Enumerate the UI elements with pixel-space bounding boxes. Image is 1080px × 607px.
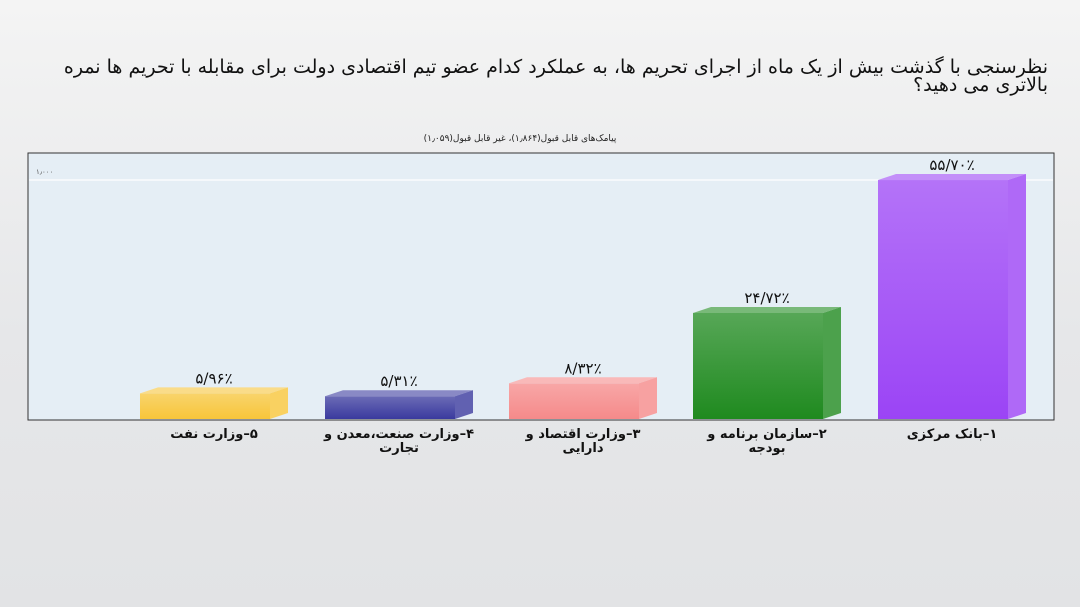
data-label: ۸/۳۲٪ [564, 359, 601, 377]
gridline-label: ۱٫۰۰۰ [36, 168, 53, 176]
category-label: بودجه [749, 441, 786, 456]
data-label: ۲۴/۷۲٪ [744, 289, 789, 307]
chart-subtitle: پیامک‌های قابل قبول(۱٫۸۶۴)، غیر قابل قبو… [423, 134, 617, 144]
bar-front [693, 312, 823, 419]
bar-side [270, 387, 288, 419]
category-label: دارایی [562, 441, 603, 456]
bar-top [140, 387, 288, 394]
bar-top [325, 390, 473, 397]
bar-front [509, 383, 639, 419]
category-label: تجارت [379, 441, 419, 456]
bar-side [1008, 174, 1026, 419]
data-label: ۵/۳۱٪ [380, 372, 417, 390]
category-label: ۱–بانک مرکزی [907, 427, 998, 442]
bar-side [455, 390, 473, 419]
bar-top [693, 306, 841, 313]
bar-side [639, 377, 657, 419]
bar-front [140, 393, 270, 419]
data-label: ۵۵/۷۰٪ [929, 156, 974, 174]
bar-top [878, 174, 1026, 181]
data-label: ۵/۹۶٪ [195, 369, 232, 387]
bar-top [509, 377, 657, 384]
category-label: ۴–وزارت صنعت،معدن و [323, 427, 474, 442]
category-label: ۵–وزارت نفت [170, 427, 258, 442]
category-label: ۲–سازمان برنامه و [706, 427, 826, 442]
bar-front [325, 396, 455, 419]
category-label: ۳–وزارت اقتصاد و [525, 427, 641, 442]
bar-side [823, 306, 841, 419]
bar-front [878, 180, 1008, 419]
chart-title: نظرسنجی با گذشت بیش از یک ماه از اجرای ت… [63, 56, 1048, 96]
